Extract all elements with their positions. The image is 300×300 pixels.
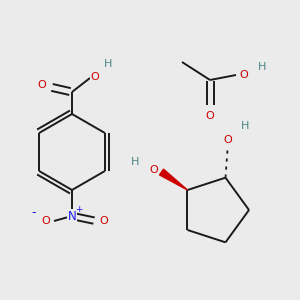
Text: O: O xyxy=(91,72,99,82)
Text: O: O xyxy=(42,216,50,226)
Text: H: H xyxy=(258,62,266,72)
Text: O: O xyxy=(223,135,232,145)
Text: N: N xyxy=(68,209,76,223)
Text: +: + xyxy=(75,206,83,214)
Polygon shape xyxy=(160,169,188,190)
Text: H: H xyxy=(131,157,140,167)
Text: O: O xyxy=(240,70,248,80)
Text: O: O xyxy=(100,216,108,226)
Text: -: - xyxy=(32,206,36,220)
Text: O: O xyxy=(149,165,158,175)
Text: O: O xyxy=(38,80,46,90)
Text: H: H xyxy=(241,121,250,131)
Text: H: H xyxy=(104,59,112,69)
Text: O: O xyxy=(206,111,214,121)
